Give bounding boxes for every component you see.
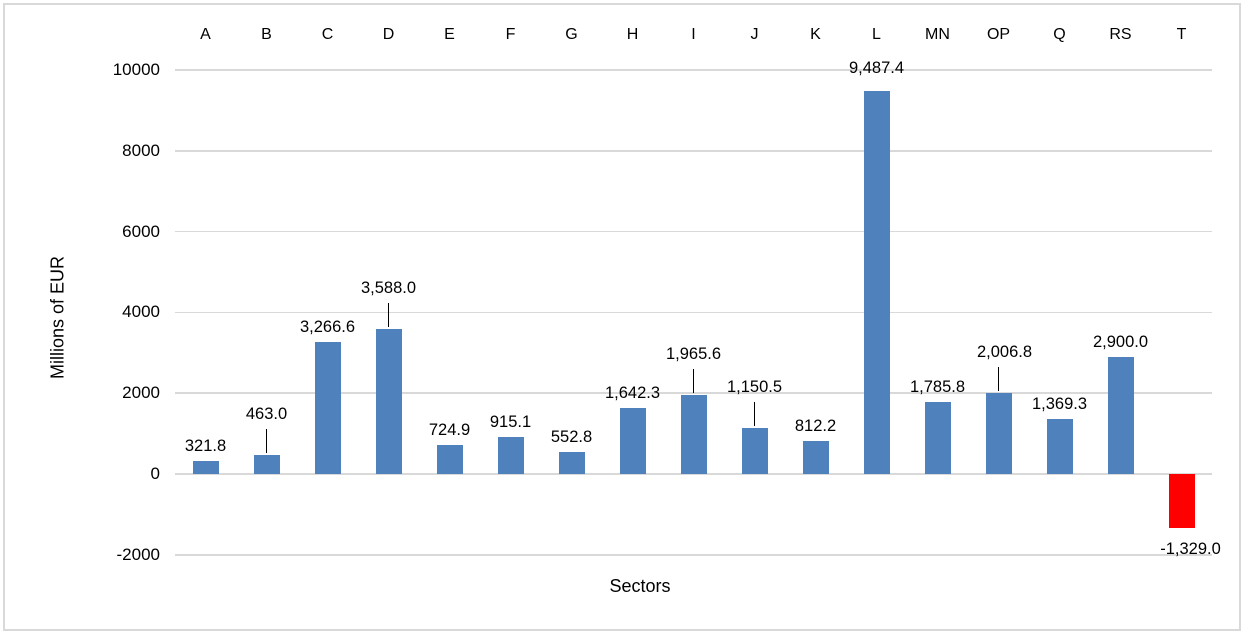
y-tick-label: 10000 — [112, 60, 160, 79]
y-tick-label: 4000 — [122, 302, 160, 322]
category-label-OP: OP — [986, 26, 1011, 43]
bar-RS — [1107, 356, 1134, 474]
category-label-T: T — [1176, 26, 1187, 43]
data-label-MN: 1,785.8 — [909, 377, 966, 396]
leader-line-B — [265, 429, 268, 454]
category-label-D: D — [382, 26, 395, 43]
gridline-y-4000 — [175, 311, 1212, 314]
bar-K — [802, 441, 829, 474]
bar-G — [558, 451, 585, 474]
data-label-RS: 2,900.0 — [1092, 332, 1149, 351]
data-label-D: 3,588.0 — [360, 279, 417, 298]
bar-T — [1168, 474, 1195, 528]
bar-C — [314, 342, 341, 474]
gridline-y-8000 — [175, 150, 1212, 152]
gridline-y-0 — [175, 473, 1212, 475]
data-label-A: 321.8 — [184, 436, 227, 455]
data-label-OP: 2,006.8 — [976, 342, 1033, 361]
category-label-B: B — [261, 26, 272, 43]
bar-J — [741, 427, 768, 474]
leader-line-J — [753, 401, 756, 426]
bar-L — [863, 90, 890, 474]
data-label-J: 1,150.5 — [726, 377, 783, 396]
y-tick-label: 8000 — [122, 140, 160, 160]
category-label-F: F — [505, 26, 516, 43]
category-label-G: G — [565, 26, 578, 43]
chart-border — [3, 3, 1241, 631]
leader-line-D — [387, 303, 390, 328]
leader-line-I — [692, 368, 695, 393]
bar-A — [192, 460, 219, 474]
data-label-L: 9,487.4 — [848, 58, 905, 77]
gridline-y--2000 — [175, 554, 1212, 556]
category-label-C: C — [321, 26, 334, 43]
gridline-y-6000 — [175, 230, 1212, 233]
y-tick-label: 2000 — [122, 383, 160, 403]
data-label-I: 1,965.6 — [665, 344, 722, 363]
bar-D — [375, 329, 402, 474]
category-label-K: K — [810, 26, 821, 43]
category-label-J: J — [750, 26, 759, 43]
bar-E — [436, 444, 463, 474]
category-label-Q: Q — [1053, 26, 1066, 43]
data-label-F: 915.1 — [489, 413, 532, 432]
category-label-RS: RS — [1109, 26, 1132, 43]
bar-MN — [924, 401, 951, 474]
category-label-MN: MN — [925, 26, 950, 43]
gridline-y-10000 — [175, 69, 1212, 71]
y-tick-label: 0 — [150, 464, 160, 483]
category-label-H: H — [626, 26, 639, 43]
category-label-A: A — [200, 26, 211, 43]
y-tick-label: 6000 — [122, 221, 160, 241]
category-label-I: I — [691, 26, 696, 43]
bar-I — [680, 394, 707, 474]
category-label-E: E — [444, 26, 455, 43]
data-label-C: 3,266.6 — [299, 318, 356, 337]
bar-Q — [1046, 418, 1073, 474]
bar-F — [497, 437, 524, 474]
data-label-Q: 1,369.3 — [1031, 394, 1088, 413]
data-label-G: 552.8 — [550, 427, 593, 446]
bar-B — [253, 455, 280, 474]
gridline-y-2000 — [175, 392, 1212, 394]
leader-line-OP — [997, 366, 1000, 391]
y-tick-label: -2000 — [116, 544, 160, 564]
data-label-B: 463.0 — [245, 405, 288, 424]
bar-H — [619, 407, 646, 474]
data-label-E: 724.9 — [428, 420, 471, 439]
x-axis-title: Sectors — [609, 576, 671, 596]
bar-OP — [985, 392, 1012, 474]
data-label-H: 1,642.3 — [604, 383, 661, 402]
data-label-K: 812.2 — [794, 417, 837, 436]
data-label-T: -1,329.0 — [1160, 539, 1221, 558]
category-label-L: L — [872, 26, 881, 43]
